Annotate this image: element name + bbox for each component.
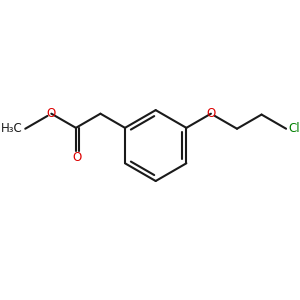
Text: Cl: Cl	[288, 122, 299, 135]
Text: H₃C: H₃C	[1, 122, 22, 135]
Text: O: O	[73, 151, 82, 164]
Text: O: O	[206, 107, 215, 120]
Text: O: O	[47, 107, 56, 120]
